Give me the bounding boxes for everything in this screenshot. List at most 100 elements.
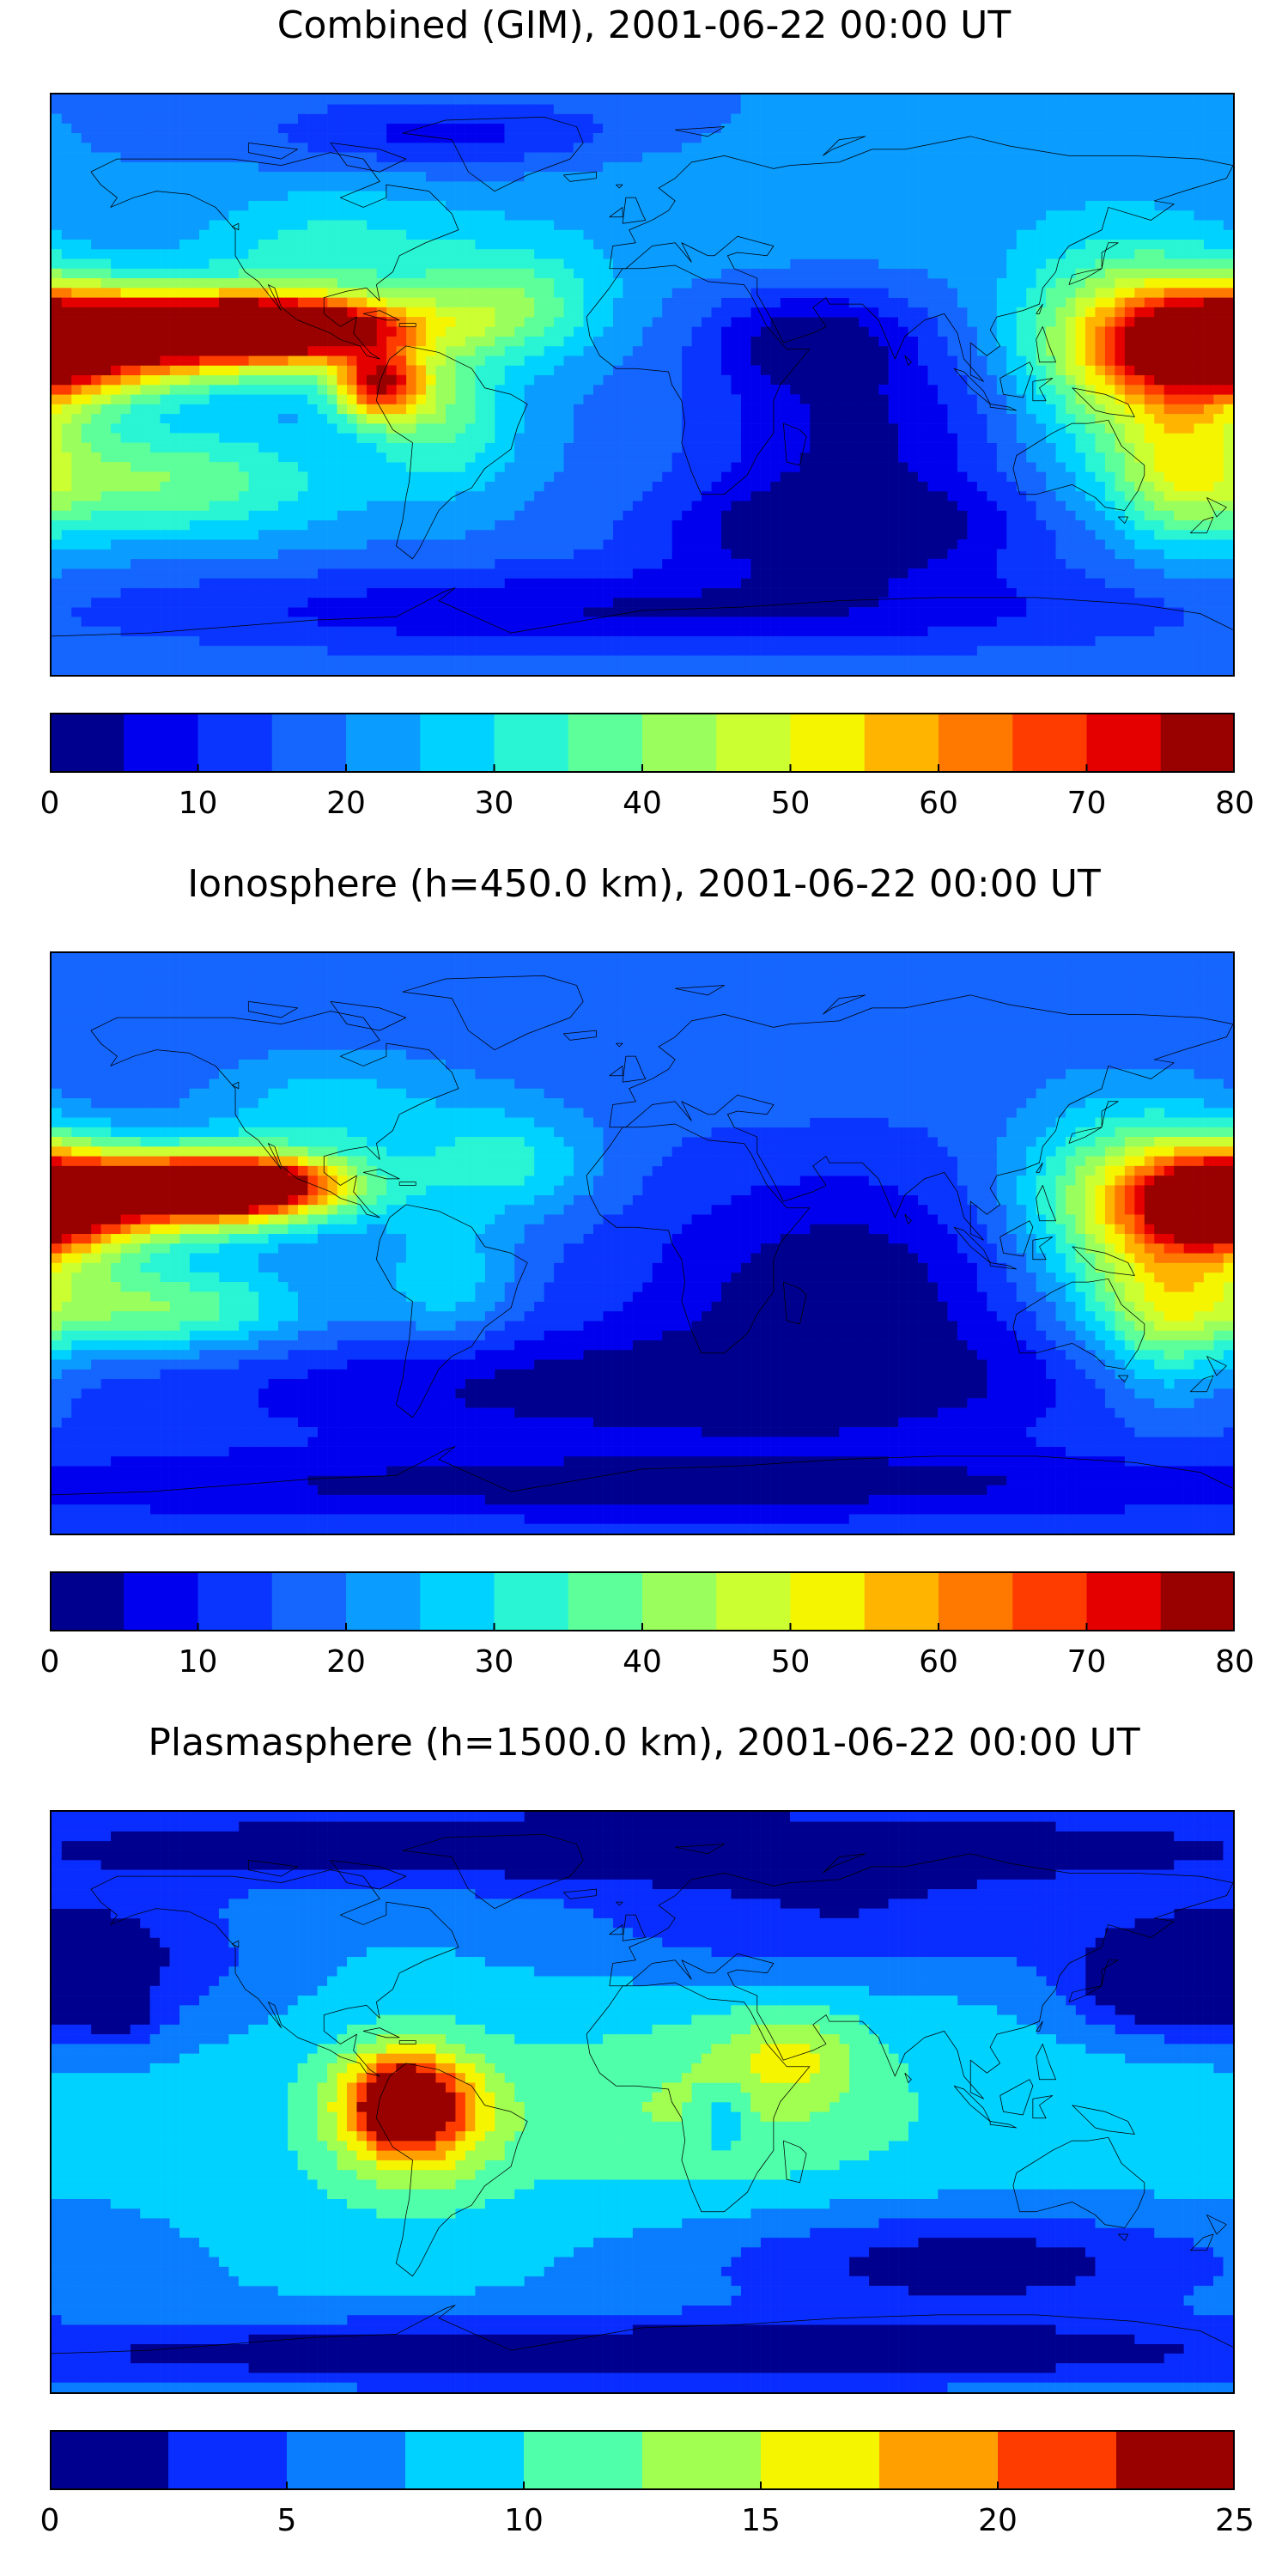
field-cell xyxy=(859,297,870,308)
field-cell xyxy=(780,104,791,114)
field-cell xyxy=(583,646,593,656)
field-cell xyxy=(100,617,112,627)
field-cell xyxy=(425,181,436,191)
field-cell xyxy=(277,617,289,627)
field-cell xyxy=(908,123,919,134)
field-cell xyxy=(425,123,436,134)
field-cell xyxy=(1006,558,1018,569)
field-cell xyxy=(317,113,328,125)
field-cell xyxy=(465,510,476,521)
field-cell xyxy=(1183,626,1194,637)
field-cell xyxy=(1213,578,1224,588)
field-cell xyxy=(179,617,190,627)
field-cell xyxy=(307,549,318,560)
field-cell xyxy=(780,123,791,134)
field-cell xyxy=(848,519,860,531)
field-cell xyxy=(603,490,613,501)
field-cell xyxy=(859,558,870,569)
field-cell xyxy=(1203,665,1214,675)
field-cell xyxy=(160,646,170,656)
field-cell xyxy=(661,278,672,289)
field-cell xyxy=(563,452,574,463)
field-cell xyxy=(987,210,998,221)
field-cell xyxy=(780,172,791,182)
field-cell xyxy=(809,355,820,366)
field-cell xyxy=(504,597,515,608)
field-cell xyxy=(445,607,456,617)
field-cell xyxy=(927,481,939,492)
field-cell xyxy=(248,143,259,153)
field-cell xyxy=(898,665,908,675)
field-cell xyxy=(258,152,269,163)
field-cell xyxy=(848,240,860,250)
field-cell xyxy=(711,161,722,173)
field-cell xyxy=(268,607,279,617)
field-cell xyxy=(435,123,446,134)
field-cell xyxy=(258,133,269,143)
field-cell xyxy=(938,655,948,666)
field-cell xyxy=(1016,404,1027,415)
field-cell xyxy=(386,172,397,182)
field-cell xyxy=(996,423,1007,434)
field-cell xyxy=(720,191,732,202)
field-cell xyxy=(1006,530,1018,540)
field-cell xyxy=(691,635,702,647)
field-cell xyxy=(553,462,564,472)
field-cell xyxy=(878,462,889,472)
field-cell xyxy=(1026,510,1036,521)
field-cell xyxy=(652,345,663,356)
field-cell xyxy=(70,200,82,211)
field-cell xyxy=(189,94,200,105)
field-cell xyxy=(1036,452,1047,463)
field-cell xyxy=(513,501,525,511)
field-cell xyxy=(780,365,791,376)
field-cell xyxy=(720,394,732,404)
field-cell xyxy=(888,462,899,472)
field-cell xyxy=(671,268,683,279)
field-cell xyxy=(859,200,870,211)
field-cell xyxy=(297,646,308,656)
field-cell xyxy=(61,617,72,627)
field-cell xyxy=(859,355,870,366)
field-cell xyxy=(495,191,505,202)
field-cell xyxy=(513,597,525,608)
field-cell xyxy=(1223,123,1233,134)
field-cell xyxy=(592,220,604,231)
field-cell xyxy=(268,626,279,637)
field-cell xyxy=(701,442,712,453)
field-cell xyxy=(465,617,476,627)
field-cell xyxy=(356,617,368,627)
field-cell xyxy=(218,539,229,550)
field-cell xyxy=(701,404,712,415)
field-cell xyxy=(859,365,870,376)
field-cell xyxy=(199,210,210,221)
field-cell xyxy=(110,635,121,647)
field-cell xyxy=(691,646,702,656)
field-cell xyxy=(1163,94,1175,105)
field-cell xyxy=(465,578,476,588)
field-cell xyxy=(809,549,820,560)
field-cell xyxy=(770,104,781,114)
field-cell xyxy=(110,626,121,637)
field-cell xyxy=(839,123,850,134)
field-cell xyxy=(1066,558,1076,569)
field-cell xyxy=(839,345,850,356)
field-cell xyxy=(1194,558,1204,569)
field-cell xyxy=(465,490,476,501)
field-cell xyxy=(376,161,387,173)
field-cell xyxy=(848,578,860,588)
field-cell xyxy=(898,113,908,125)
field-cell xyxy=(1104,152,1115,163)
field-cell xyxy=(475,539,485,550)
field-cell xyxy=(799,345,811,356)
field-cell xyxy=(848,210,860,221)
field-cell xyxy=(288,578,298,588)
field-cell xyxy=(475,200,485,211)
field-cell xyxy=(1066,104,1076,114)
field-cell xyxy=(731,568,741,579)
field-cell xyxy=(878,423,889,434)
field-cell xyxy=(632,519,643,531)
field-cell xyxy=(1036,471,1047,482)
field-cell xyxy=(711,617,722,627)
field-cell xyxy=(888,133,899,143)
